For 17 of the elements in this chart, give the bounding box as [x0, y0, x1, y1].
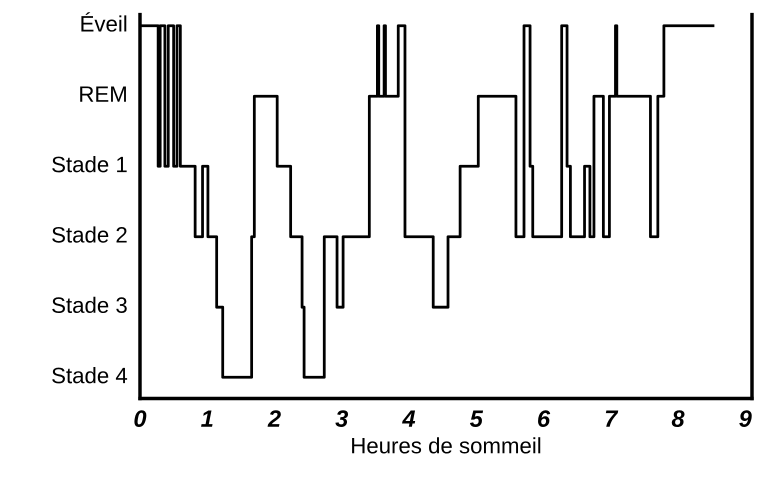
- x-tick-label: 2: [268, 410, 281, 427]
- text: Stade 4: [52, 367, 128, 384]
- x-tick-label: 4: [402, 410, 416, 427]
- text: Stade 3: [52, 296, 127, 314]
- x-tick-label: 3: [335, 410, 348, 427]
- x-tick-label: 8: [672, 410, 685, 427]
- x-tick-label: 5: [470, 410, 484, 427]
- text: Éveil: [81, 12, 126, 32]
- text: Stade 2: [52, 226, 127, 243]
- x-axis-title: Heures de sommeil: [352, 437, 540, 454]
- x-tick-label: 6: [538, 410, 550, 427]
- x-tick-label: 1: [201, 410, 213, 427]
- x-tick-label: 0: [134, 410, 146, 427]
- x-tick-label: 7: [606, 410, 618, 427]
- text: Stade 1: [52, 156, 127, 172]
- text: REM: [80, 86, 126, 102]
- x-tick-label: 9: [739, 410, 752, 427]
